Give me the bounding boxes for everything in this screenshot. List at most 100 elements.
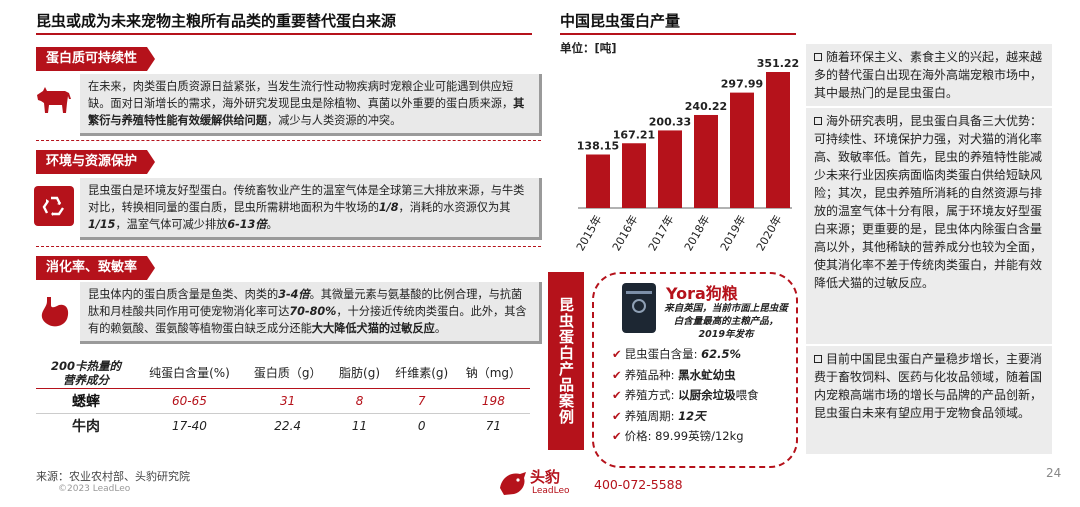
list-item: ✔ 养殖周期: 12天 <box>612 408 706 423</box>
attr-value: 62.5% <box>701 347 742 361</box>
dog-food-bag-image <box>622 283 656 333</box>
list-item: ✔ 昆虫蛋白含量: 62.5% <box>612 347 742 361</box>
environment-text-box: 昆虫蛋白是环境友好型蛋白。传统畜牧业产生的温室气体是全球第三大排放来源，与牛类对… <box>80 178 542 240</box>
chart-data-label: 297.99 <box>721 78 763 91</box>
allergy-bold: 大大降低犬猫的过敏反应 <box>311 322 435 335</box>
cow-icon <box>34 80 74 120</box>
page-number: 24 <box>1046 466 1062 480</box>
leopard-icon <box>500 472 526 495</box>
section-tab-sustainability: 蛋白质可持续性 <box>36 47 156 71</box>
source-note: 来源：农业农村部、头豹研究院 <box>36 470 190 483</box>
table-row: 牛肉 17-40 22.4 11 0 71 <box>36 413 530 438</box>
chart-title-underline <box>560 33 796 35</box>
bullet-text: 海外研究表明，昆虫蛋白具备三大优势：可持续性、环境保护力强，对犬猫的消化率高、致… <box>814 114 1043 290</box>
chart-unit-label: 单位：[吨] <box>560 41 617 55</box>
sustainability-text-box: 在未来，肉类蛋白质资源日益紧张，当发生流行性动物疾病时宠粮企业可能遇到供应短缺。… <box>80 74 542 136</box>
list-item: ✔ 价格: 89.99英镑/12kg <box>612 429 744 443</box>
table-corner-header: 200卡热量的 营养成分 <box>36 358 136 389</box>
chart-data-label: 351.22 <box>757 57 799 70</box>
bullet-text: 目前中国昆虫蛋白产量稳步增长，主要消费于畜牧饲料、医药与化妆品领域，随着国内宠粮… <box>814 352 1043 420</box>
table-cell: 22.4 <box>274 418 302 433</box>
digestion-text-3: ，十分接近传统肉类蛋白。此外，其含有的赖氨酸、蛋氨酸等植物蛋白缺乏成分还能 <box>88 305 527 335</box>
table-cell: 8 <box>332 388 387 414</box>
left-title: 昆虫或成为未来宠物主粮所有品类的重要替代蛋白来源 <box>36 12 397 30</box>
chart-title: 中国昆虫蛋白产量 <box>560 12 681 30</box>
section-tab-environment: 环境与资源保护 <box>36 150 156 174</box>
sustainability-text-end: ，减少与人类资源的冲突。 <box>267 114 402 127</box>
divider <box>36 246 541 247</box>
digestion-rate: 70-80% <box>289 305 337 318</box>
emission-range: 6-13倍 <box>227 218 267 231</box>
attr-suffix: 喂食 <box>735 388 759 402</box>
bullet-square-icon <box>814 53 822 61</box>
row-name: 牛肉 <box>72 418 100 435</box>
table-header: 脂肪(g) <box>332 358 387 389</box>
digestion-text: 昆虫体内的蛋白质含量是鱼类、肉类的 <box>88 288 279 301</box>
table-cell: 17-40 <box>172 418 207 433</box>
water-fraction: 1/15 <box>88 218 116 231</box>
chart-data-label: 167.21 <box>613 128 655 141</box>
case-label-bar: 昆虫蛋白产品案例 <box>548 272 584 450</box>
attr-value: 黑水虻幼虫 <box>678 367 736 382</box>
attr-value: 12天 <box>678 408 706 423</box>
attr-label: 养殖方式: <box>624 388 675 402</box>
chart-bar <box>766 72 790 208</box>
chart-tick-label: 2016年 <box>609 213 641 254</box>
list-item: ✔ 养殖方式: 以厨余垃圾喂食 <box>612 388 759 402</box>
chart-bar <box>658 130 682 208</box>
case-box <box>592 272 798 468</box>
leadleo-logo: 头豹 LeadLeo <box>498 466 580 502</box>
section-tab-digestion: 消化率、致敏率 <box>36 256 156 280</box>
nutrition-table: 200卡热量的 营养成分 纯蛋白含量(%) 蛋白质（g） 脂肪(g) 纤维素(g… <box>36 358 530 438</box>
chart-tick-label: 2019年 <box>717 213 749 254</box>
chart-bar <box>586 154 610 208</box>
brand-desc: 来自英国，当前市面上昆虫蛋白含量最高的主粮产品，2019年发布 <box>664 303 788 340</box>
chart-bar <box>622 143 646 208</box>
table-header: 纤维素(g) <box>386 358 457 389</box>
table-cell: 11 <box>351 418 368 433</box>
attr-value: 89.99英镑/12kg <box>655 429 744 443</box>
table-header-row: 200卡热量的 营养成分 纯蛋白含量(%) 蛋白质（g） 脂肪(g) 纤维素(g… <box>36 358 530 389</box>
phone-number: 400-072-5588 <box>594 477 683 492</box>
attr-label: 昆虫蛋白含量: <box>624 347 698 361</box>
sustainability-bold: 其繁衍与养殖特性能有效缓解供给问题 <box>88 97 525 127</box>
table-cell: 198 <box>456 388 530 414</box>
table-cell: 71 <box>485 418 502 433</box>
attr-label: 价格: <box>624 429 652 443</box>
table-cell: 7 <box>386 388 457 414</box>
corner-line2: 营养成分 <box>63 372 109 387</box>
table-row: 蟋蟀 60-65 31 8 7 198 <box>36 388 530 414</box>
chart-bar <box>694 114 718 208</box>
left-title-underline <box>36 33 532 35</box>
land-fraction: 1/8 <box>378 201 399 214</box>
table-header: 纯蛋白含量(%) <box>136 358 243 389</box>
attr-value: 以厨余垃圾 <box>678 388 736 402</box>
protein-multiple: 3-4倍 <box>278 288 310 301</box>
corner-line1: 200卡热量的 <box>50 358 121 373</box>
attr-label: 养殖品种: <box>624 367 675 382</box>
right-bullet-2: 海外研究表明，昆虫蛋白具备三大优势：可持续性、环境保护力强，对犬猫的消化率高、致… <box>806 108 1052 344</box>
table-header: 蛋白质（g） <box>242 358 333 389</box>
digestion-text-end: 。 <box>434 322 447 335</box>
chart-tick-label: 2015年 <box>573 213 605 254</box>
chart-tick-label: 2020年 <box>753 213 785 254</box>
bullet-text: 随着环保主义、素食主义的兴起，越来越多的替代蛋白出现在海外高端宠粮市场中，其中最… <box>814 50 1043 100</box>
divider <box>36 140 541 141</box>
recycle-icon <box>34 186 74 226</box>
environment-text-3: ，温室气体可减少排放 <box>115 218 228 231</box>
logo-cn: 头豹 <box>530 468 561 486</box>
chart-tick-label: 2018年 <box>681 213 713 254</box>
production-bar-chart: 138.15 2015年 167.21 2016年 200.33 2017年 240.22 2… <box>573 57 799 254</box>
sustainability-text: 在未来，肉类蛋白质资源日益紧张，当发生流行性动物疾病时宠粮企业可能遇到供应短缺。… <box>88 80 514 110</box>
list-item: ✔ 养殖品种: 黑水虻幼虫 <box>612 367 736 382</box>
right-bullet-3: 目前中国昆虫蛋白产量稳步增长，主要消费于畜牧饲料、医药与化妆品领域，随着国内宠粮… <box>806 346 1052 454</box>
brand-name: Yora狗粮 <box>666 284 738 303</box>
table-header: 钠（mg） <box>456 358 530 389</box>
right-bullet-1: 随着环保主义、素食主义的兴起，越来越多的替代蛋白出现在海外高端宠粮市场中，其中最… <box>806 44 1052 106</box>
chart-data-label: 138.15 <box>577 140 619 153</box>
logo-en: LeadLeo <box>532 486 570 496</box>
environment-text-end: 。 <box>266 218 278 231</box>
table-cell: 60-65 <box>136 388 243 414</box>
attr-label: 养殖周期: <box>624 408 675 423</box>
digestion-text-2: 。其微量元素与氨基酸的比例合理，与抗菌肽和月桂酸共同作用可使宠物消化率可达 <box>88 288 523 318</box>
